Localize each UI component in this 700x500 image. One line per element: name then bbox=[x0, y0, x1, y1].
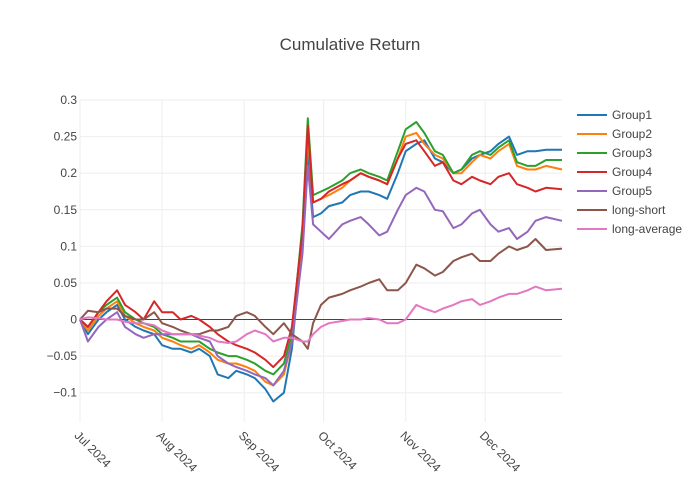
series-line-group5 bbox=[79, 164, 563, 387]
legend-label: Group5 bbox=[612, 184, 652, 198]
y-tick-label: 0.05 bbox=[54, 276, 78, 290]
y-tick-label: 0.15 bbox=[54, 203, 78, 217]
legend-item-group1[interactable]: Group1 bbox=[577, 108, 652, 122]
series-line-long-short bbox=[79, 238, 563, 350]
legend-item-group5[interactable]: Group5 bbox=[577, 184, 652, 198]
y-tick-label: −0.05 bbox=[47, 349, 78, 363]
legend-label: Group3 bbox=[612, 146, 652, 160]
legend-label: long-short bbox=[612, 203, 666, 217]
y-tick-label: 0.1 bbox=[60, 239, 77, 253]
legend-item-long-average[interactable]: long-average bbox=[577, 222, 682, 236]
legend[interactable]: Group1 Group2 Group3 Group4 Group5 long-short… bbox=[577, 108, 682, 236]
legend-item-group4[interactable]: Group4 bbox=[577, 165, 652, 179]
y-tick-label: 0.2 bbox=[60, 166, 77, 180]
series-line-long-average bbox=[79, 285, 563, 344]
legend-item-group3[interactable]: Group3 bbox=[577, 146, 652, 160]
legend-label: long-average bbox=[612, 222, 682, 236]
legend-label: Group1 bbox=[612, 108, 652, 122]
legend-label: Group2 bbox=[612, 127, 652, 141]
y-tick-label: −0.1 bbox=[53, 386, 77, 400]
y-tick-label: 0 bbox=[70, 313, 77, 327]
y-tick-label: 0.25 bbox=[54, 130, 78, 144]
chart-title: Cumulative Return bbox=[280, 35, 421, 54]
series-lines bbox=[79, 117, 563, 403]
legend-item-group2[interactable]: Group2 bbox=[577, 127, 652, 141]
y-axis-ticks: 0.3 0.25 0.2 0.15 0.1 0.05 0 −0.05 −0.1 bbox=[47, 93, 78, 400]
y-tick-label: 0.3 bbox=[60, 93, 77, 107]
series-line-group4 bbox=[79, 124, 563, 369]
legend-item-long-short[interactable]: long-short bbox=[577, 203, 666, 217]
legend-label: Group4 bbox=[612, 165, 652, 179]
